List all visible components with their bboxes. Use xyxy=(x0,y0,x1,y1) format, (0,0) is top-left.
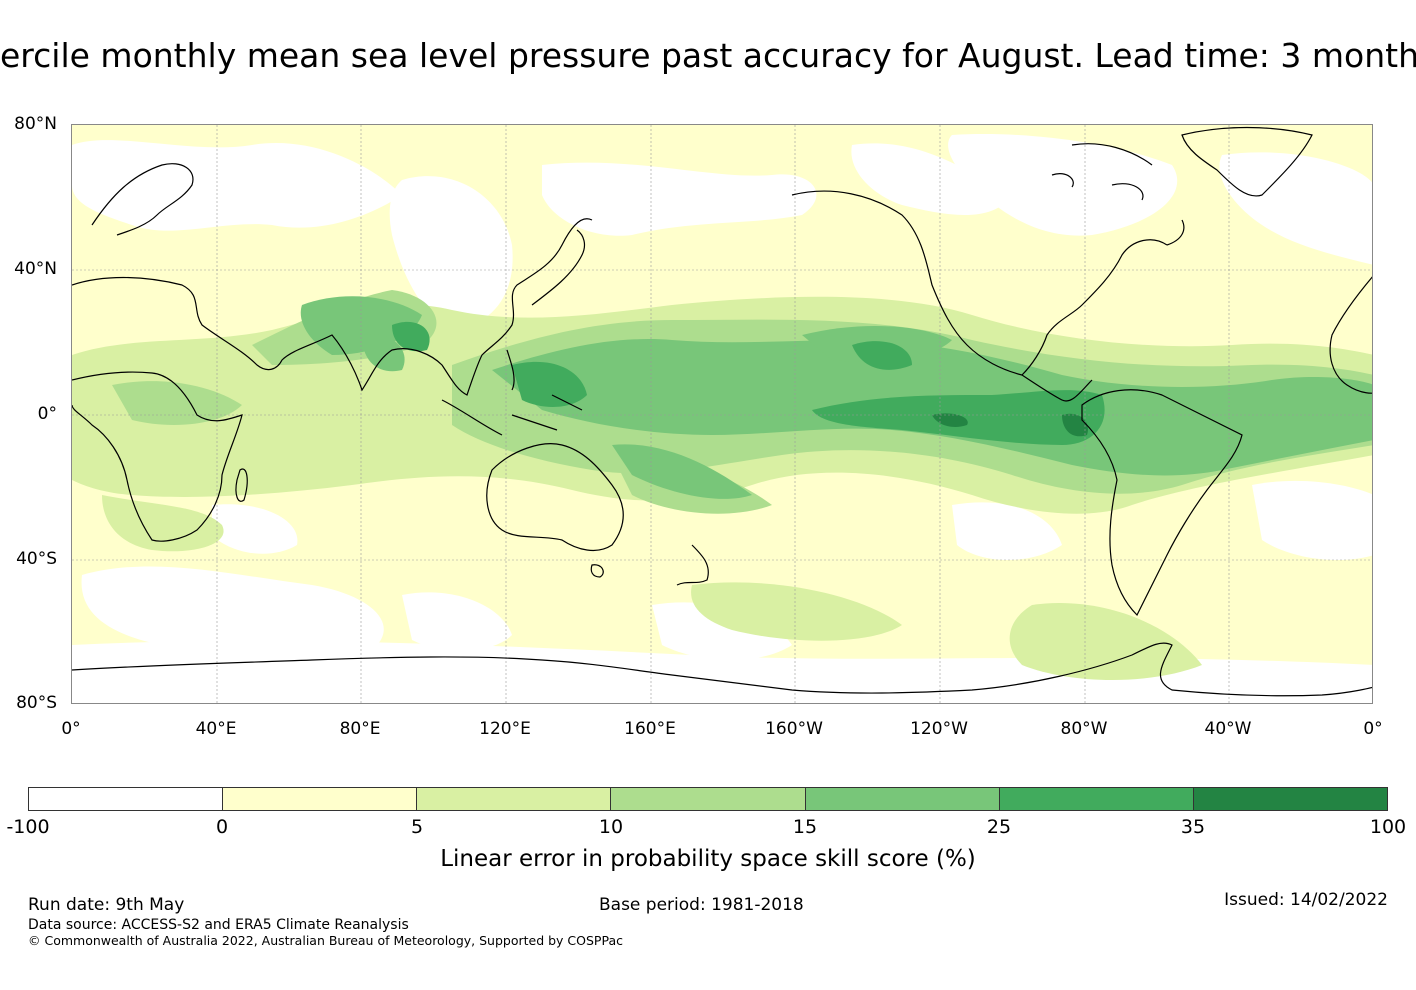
colorbar-segment-25-35 xyxy=(999,788,1194,810)
coastline-central-america xyxy=(1021,374,1093,402)
coastline-new-zealand xyxy=(676,544,709,586)
coastline-north-america xyxy=(791,190,1185,376)
colorbar-segment-0-5 xyxy=(223,788,418,810)
lon-label-160e: 160°E xyxy=(624,719,676,739)
colorbar-segment-neg100-0 xyxy=(29,788,224,810)
map-gridlines xyxy=(72,125,1372,703)
skill-score-map xyxy=(71,124,1373,704)
lon-label-40e: 40°E xyxy=(195,719,237,739)
colorbar-label: Linear error in probability space skill … xyxy=(440,846,976,872)
negative-skill-areas xyxy=(72,134,1372,703)
coastlines xyxy=(72,126,1372,697)
map-title: ercile monthly mean sea level pressure p… xyxy=(0,36,1416,75)
coastline-arctic-islands xyxy=(1051,143,1153,201)
run-date: Run date: 9th May xyxy=(28,895,185,915)
colorbar-tick: -100 xyxy=(6,816,50,838)
coastline-madagascar xyxy=(235,468,248,502)
lon-label-0-right: 0° xyxy=(1363,719,1383,739)
coastline-scandinavia xyxy=(91,163,194,236)
data-source: Data source: ACCESS-S2 and ERA5 Climate … xyxy=(28,917,409,933)
coastline-philippines xyxy=(506,349,515,391)
coastline-greenland xyxy=(1181,126,1313,197)
colorbar-tick: 15 xyxy=(792,816,818,838)
lon-label-40w: 40°W xyxy=(1204,719,1252,739)
lon-label-120e: 120°E xyxy=(479,719,531,739)
lat-label-80n: 80°N xyxy=(14,114,57,134)
coastline-indonesia xyxy=(441,394,583,436)
lat-label-40n: 40°N xyxy=(14,259,57,279)
lon-label-0-left: 0° xyxy=(61,719,81,739)
coastline-south-america xyxy=(1081,389,1243,617)
colorbar-tick: 0 xyxy=(215,816,229,838)
coastline-eurasia xyxy=(72,218,593,396)
coastline-europe-west xyxy=(1329,276,1372,394)
map-canvas xyxy=(72,125,1372,703)
colorbar-tick: 35 xyxy=(1180,816,1206,838)
colorbar-tick: 100 xyxy=(1369,816,1407,838)
colorbar-tick: 25 xyxy=(986,816,1012,838)
colorbar-tick: 10 xyxy=(598,816,624,838)
lon-label-80e: 80°E xyxy=(339,719,381,739)
copyright: © Commonwealth of Australia 2022, Austra… xyxy=(28,933,623,948)
issued-date: Issued: 14/02/2022 xyxy=(1224,890,1388,910)
lat-label-equator: 0° xyxy=(37,404,57,424)
lat-label-80s: 80°S xyxy=(16,693,57,713)
coastline-africa xyxy=(72,371,243,542)
colorbar-segment-5-10 xyxy=(417,788,612,810)
coastline-australia xyxy=(486,443,624,552)
lat-label-40s: 40°S xyxy=(16,549,57,569)
colorbar-segment-35-100 xyxy=(1193,788,1387,810)
lon-label-80w: 80°W xyxy=(1060,719,1108,739)
lon-label-120w: 120°W xyxy=(910,719,968,739)
colorbar-tick: 5 xyxy=(410,816,424,838)
colorbar-segment-15-25 xyxy=(805,788,1000,810)
colorbar xyxy=(28,787,1388,811)
coastline-antarctica xyxy=(72,642,1372,697)
coastline-japan xyxy=(531,229,586,306)
base-period: Base period: 1981-2018 xyxy=(599,895,804,915)
lon-label-160w: 160°W xyxy=(765,719,823,739)
coastline-tasmania xyxy=(590,564,604,578)
colorbar-segment-10-15 xyxy=(611,788,806,810)
